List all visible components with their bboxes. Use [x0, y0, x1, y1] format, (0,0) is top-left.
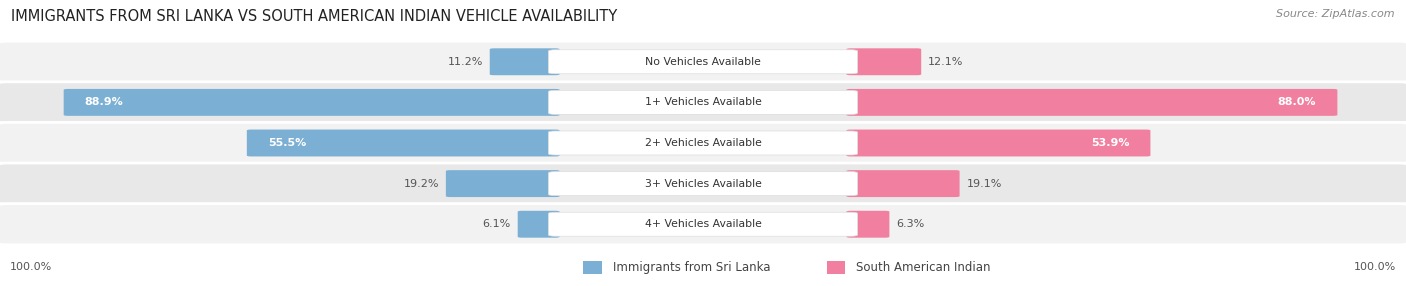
FancyBboxPatch shape — [0, 41, 1406, 82]
FancyBboxPatch shape — [247, 130, 560, 156]
Text: Immigrants from Sri Lanka: Immigrants from Sri Lanka — [613, 261, 770, 274]
FancyBboxPatch shape — [517, 211, 560, 238]
Text: 6.1%: 6.1% — [482, 219, 510, 229]
FancyBboxPatch shape — [0, 204, 1406, 245]
FancyBboxPatch shape — [583, 261, 602, 274]
Text: 1+ Vehicles Available: 1+ Vehicles Available — [644, 98, 762, 107]
FancyBboxPatch shape — [548, 90, 858, 114]
Text: 19.1%: 19.1% — [966, 179, 1002, 188]
Text: 53.9%: 53.9% — [1091, 138, 1129, 148]
Text: South American Indian: South American Indian — [856, 261, 991, 274]
Text: 11.2%: 11.2% — [447, 57, 482, 67]
Text: 2+ Vehicles Available: 2+ Vehicles Available — [644, 138, 762, 148]
Text: 88.9%: 88.9% — [84, 98, 124, 107]
FancyBboxPatch shape — [0, 163, 1406, 204]
Text: 12.1%: 12.1% — [928, 57, 963, 67]
FancyBboxPatch shape — [846, 48, 921, 75]
FancyBboxPatch shape — [846, 211, 890, 238]
Text: Source: ZipAtlas.com: Source: ZipAtlas.com — [1277, 9, 1395, 19]
Text: 55.5%: 55.5% — [269, 138, 307, 148]
FancyBboxPatch shape — [446, 170, 560, 197]
Text: 6.3%: 6.3% — [897, 219, 925, 229]
FancyBboxPatch shape — [548, 131, 858, 155]
Text: 3+ Vehicles Available: 3+ Vehicles Available — [644, 179, 762, 188]
FancyBboxPatch shape — [0, 122, 1406, 164]
Text: 88.0%: 88.0% — [1278, 98, 1316, 107]
FancyBboxPatch shape — [846, 89, 1337, 116]
FancyBboxPatch shape — [0, 82, 1406, 123]
Text: 100.0%: 100.0% — [1354, 263, 1396, 272]
FancyBboxPatch shape — [489, 48, 560, 75]
FancyBboxPatch shape — [846, 170, 959, 197]
Text: No Vehicles Available: No Vehicles Available — [645, 57, 761, 67]
FancyBboxPatch shape — [827, 261, 845, 274]
FancyBboxPatch shape — [548, 50, 858, 74]
FancyBboxPatch shape — [548, 172, 858, 196]
FancyBboxPatch shape — [846, 130, 1150, 156]
Text: IMMIGRANTS FROM SRI LANKA VS SOUTH AMERICAN INDIAN VEHICLE AVAILABILITY: IMMIGRANTS FROM SRI LANKA VS SOUTH AMERI… — [11, 9, 617, 23]
FancyBboxPatch shape — [548, 212, 858, 236]
Text: 4+ Vehicles Available: 4+ Vehicles Available — [644, 219, 762, 229]
FancyBboxPatch shape — [63, 89, 560, 116]
Text: 19.2%: 19.2% — [404, 179, 439, 188]
Text: 100.0%: 100.0% — [10, 263, 52, 272]
